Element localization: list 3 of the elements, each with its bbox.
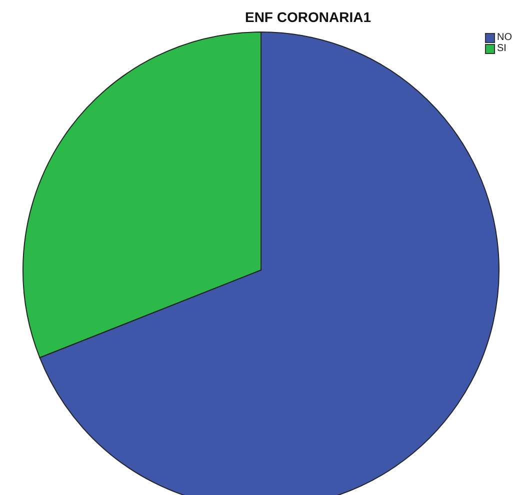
legend-label: SI	[497, 43, 506, 54]
slice-label: NO	[497, 32, 512, 43]
chart-title: ENF CORONARIA1	[244, 9, 372, 25]
